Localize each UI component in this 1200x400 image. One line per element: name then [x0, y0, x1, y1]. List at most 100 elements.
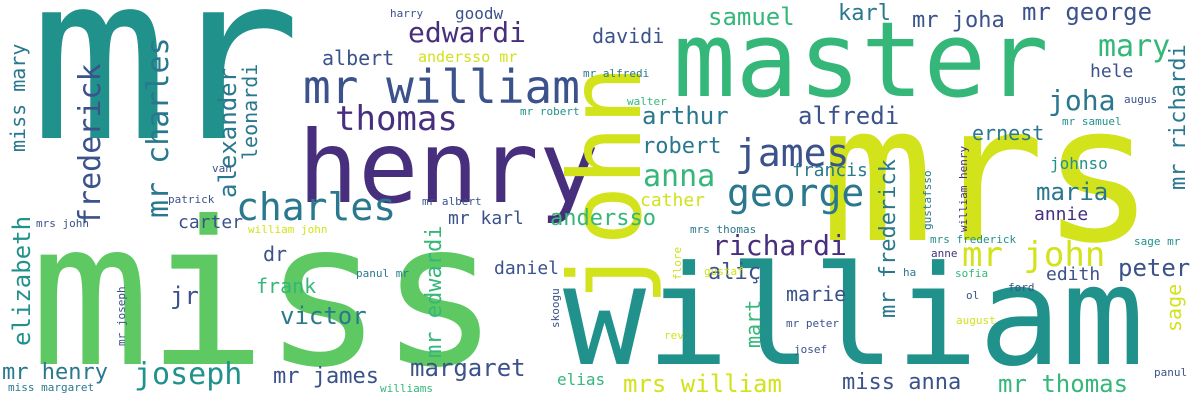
- word-mr-samuel: mr samuel: [1062, 115, 1122, 128]
- word-mr-thomas: mr thomas: [998, 370, 1129, 398]
- word-mr-henry: mr henry: [2, 360, 108, 385]
- word-ernest: ernest: [972, 121, 1045, 145]
- word-karl: karl: [838, 1, 891, 26]
- word-van: van: [212, 162, 232, 175]
- word-frederick: frederick: [73, 63, 108, 226]
- word-mr-edwardi: mr edwardi: [422, 225, 447, 358]
- word-dr: dr: [263, 242, 288, 266]
- word-daniel: daniel: [494, 258, 560, 279]
- word-davidi: davidi: [592, 24, 665, 48]
- word-mr-john: mr john: [962, 235, 1106, 275]
- word-mr-james: mr james: [273, 364, 379, 389]
- word-edwardi: edwardi: [408, 16, 527, 49]
- word-william-henry: william henry: [957, 145, 970, 232]
- word-mart: mart: [741, 299, 765, 348]
- word-carter: carter: [178, 212, 244, 233]
- word-gustafsso: gustafsso: [921, 170, 934, 230]
- word-sage-mr: sage mr: [1134, 235, 1181, 248]
- word-mr-richardi: mr richardi: [1166, 44, 1191, 190]
- word-cather: cather: [640, 190, 706, 211]
- word-albert: albert: [322, 46, 395, 70]
- word-mr-albert: mr albert: [422, 195, 482, 208]
- word-miss-anna: miss anna: [842, 370, 962, 395]
- word-rev: rev: [664, 329, 684, 342]
- word-victor: victor: [280, 302, 367, 330]
- word-walter: walter: [627, 95, 667, 108]
- word-arthur: arthur: [642, 102, 729, 130]
- word-mr-karl: mr karl: [448, 208, 524, 229]
- word-mr: mr: [30, 0, 301, 193]
- word-edith: edith: [1046, 264, 1101, 285]
- word-miss: miss: [30, 179, 500, 400]
- word-august: august: [956, 314, 996, 327]
- word-hele: hele: [1090, 61, 1134, 82]
- word-thomas: thomas: [335, 99, 458, 139]
- word-alexander: alexander: [214, 67, 242, 198]
- word-miss-margaret: miss margaret: [8, 381, 95, 394]
- word-joha: joha: [1048, 84, 1116, 117]
- word-skoogu: skoogu: [549, 288, 562, 328]
- word-mrs-frederick: mrs frederick: [930, 233, 1017, 246]
- word-james: james: [735, 131, 850, 175]
- word-sofia: sofia: [955, 267, 989, 280]
- word-mrs: mrs: [820, 64, 1155, 285]
- word-elizabeth: elizabeth: [8, 215, 36, 346]
- word-williams: williams: [380, 382, 433, 395]
- word-ol: ol: [966, 289, 980, 302]
- word-william: william: [563, 236, 1145, 397]
- word-sage: sage: [1162, 283, 1186, 332]
- word-francis: francis: [792, 160, 868, 181]
- word-patrick: patrick: [168, 193, 215, 206]
- word-harry: harry: [390, 7, 424, 20]
- word-mr-robert: mr robert: [520, 105, 580, 118]
- word-miss-mary: miss mary: [6, 43, 30, 152]
- word-mr-peter: mr peter: [786, 317, 839, 330]
- word-robert: robert: [642, 134, 722, 159]
- word-charles: charles: [236, 185, 397, 229]
- word-josef: josef: [794, 343, 828, 356]
- word-henry: henry: [298, 109, 600, 226]
- word-margaret: margaret: [410, 354, 526, 382]
- word-johnso: johnso: [1050, 154, 1108, 173]
- word-gustaf: gustaf: [704, 265, 744, 278]
- word-peter: peter: [1118, 254, 1191, 282]
- word-alic: aliç: [708, 260, 761, 285]
- word-anne: anne: [931, 247, 958, 260]
- word-goodw: goodw: [455, 4, 504, 23]
- word-maria: maria: [1036, 178, 1109, 206]
- word-panul-mr: panul mr: [356, 267, 409, 280]
- word-master: master: [673, 0, 1049, 121]
- word-william-john: william john: [248, 223, 328, 236]
- word-richardi: richardi: [712, 229, 847, 262]
- word-mrs-thomas: mrs thomas: [690, 223, 757, 236]
- word-panul: panul: [1154, 366, 1188, 379]
- word-george: george: [727, 171, 865, 215]
- word-leonardi: leonardi: [238, 63, 262, 160]
- word-joseph: joseph: [134, 357, 243, 392]
- word-andersso-mr: andersso mr: [418, 48, 518, 66]
- word-mr-charles: mr charles: [141, 37, 176, 218]
- word-mr-alfredi: mr alfredi: [583, 67, 650, 80]
- word-mary: mary: [1098, 29, 1171, 64]
- word-andersso: andersso: [550, 206, 656, 231]
- word-mrs-william: mrs william: [623, 370, 782, 398]
- word-mrs-john: mrs john: [36, 217, 89, 230]
- word-mr-george: mr george: [1022, 0, 1153, 26]
- word-mr-william: mr william: [303, 60, 580, 114]
- word-samuel: samuel: [708, 3, 795, 31]
- word-annie: annie: [1034, 204, 1089, 225]
- word-mr-frederick: mr frederick: [876, 159, 901, 318]
- word-augus: augus: [1124, 93, 1158, 106]
- word-anna: anna: [643, 159, 716, 194]
- word-ford: ford: [1008, 281, 1035, 294]
- word-marie: marie: [786, 282, 847, 306]
- word-jr: jr: [170, 282, 199, 310]
- word-alfredi: alfredi: [798, 102, 900, 130]
- word-flore: flore: [671, 246, 684, 280]
- word-mr-joha: mr joha: [912, 8, 1005, 33]
- word-frank: frank: [256, 274, 317, 298]
- word-elias: elias: [557, 370, 606, 389]
- word-mr-joseph: mr joseph: [115, 286, 128, 346]
- word-ha: ha: [903, 266, 917, 279]
